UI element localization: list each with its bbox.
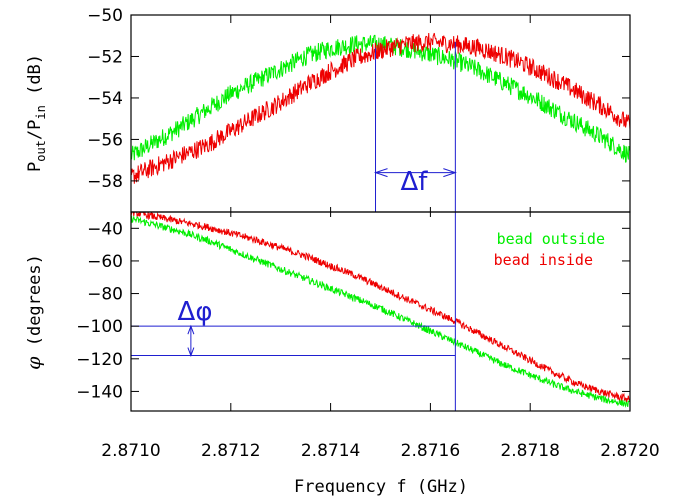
delta-phi-label: Δφ bbox=[178, 297, 213, 327]
axis-ticks: −50 −52 −54 −56 −58 −40 −60 −80 −100 −120 −140 2.87… bbox=[76, 6, 659, 461]
delta-f-arrowhead-left bbox=[373, 168, 388, 178]
top-y-axis-title-unit: (dB) bbox=[25, 54, 45, 105]
top-ytick-label: −58 bbox=[87, 172, 123, 192]
bottom-y-axis-title-phi: φ bbox=[23, 356, 45, 370]
xtick-label: 2.8716 bbox=[401, 441, 460, 461]
top-y-axis-title: Pout/Pin (dB) bbox=[25, 54, 48, 172]
top-panel-series bbox=[131, 32, 630, 184]
x-axis-title: Frequency f (GHz) bbox=[294, 477, 468, 497]
top-ytick-label: −52 bbox=[87, 47, 123, 67]
top-ytick-label: −54 bbox=[87, 89, 123, 109]
top-y-axis-title-sub2: in bbox=[34, 105, 48, 119]
bottom-ytick-label: −80 bbox=[87, 285, 123, 305]
delta-f-arrowhead-right bbox=[443, 168, 457, 178]
top-y-axis-title-mid: /P bbox=[25, 120, 45, 140]
top-y-axis-title-sub1: out bbox=[34, 140, 48, 162]
bottom-ytick-label: −40 bbox=[87, 219, 123, 239]
legend-item-bead-inside: bead inside bbox=[494, 251, 593, 269]
top-y-axis-title-p1: P bbox=[25, 162, 45, 172]
bottom-ytick-label: −100 bbox=[76, 317, 123, 337]
annotations bbox=[131, 41, 457, 411]
xtick-label: 2.8720 bbox=[600, 441, 659, 461]
delta-f-label: Δf bbox=[401, 167, 429, 197]
bottom-series-bead-inside bbox=[131, 212, 630, 403]
legend-item-bead-outside: bead outside bbox=[497, 230, 605, 248]
top-ytick-label: −56 bbox=[87, 130, 123, 150]
xtick-label: 2.8714 bbox=[301, 441, 360, 461]
bottom-ytick-label: −140 bbox=[76, 382, 123, 402]
bottom-y-axis-title-rest: (degrees) bbox=[25, 254, 45, 356]
top-series-bead-inside bbox=[131, 32, 630, 184]
xtick-label: 2.8718 bbox=[500, 441, 559, 461]
delta-phi-arrowhead-down bbox=[187, 347, 195, 357]
xtick-label: 2.8710 bbox=[101, 441, 160, 461]
bottom-panel-series bbox=[131, 212, 630, 408]
bottom-panel-frame bbox=[130, 211, 631, 412]
delta-phi-arrowhead-up bbox=[187, 324, 195, 335]
xtick-label: 2.8712 bbox=[201, 441, 260, 461]
bottom-series-bead-outside bbox=[131, 214, 630, 408]
bottom-y-axis-title: φ (degrees) bbox=[23, 254, 45, 370]
bottom-ytick-label: −120 bbox=[76, 350, 123, 370]
bottom-ytick-label: −60 bbox=[87, 252, 123, 272]
top-ytick-label: −50 bbox=[87, 6, 123, 26]
